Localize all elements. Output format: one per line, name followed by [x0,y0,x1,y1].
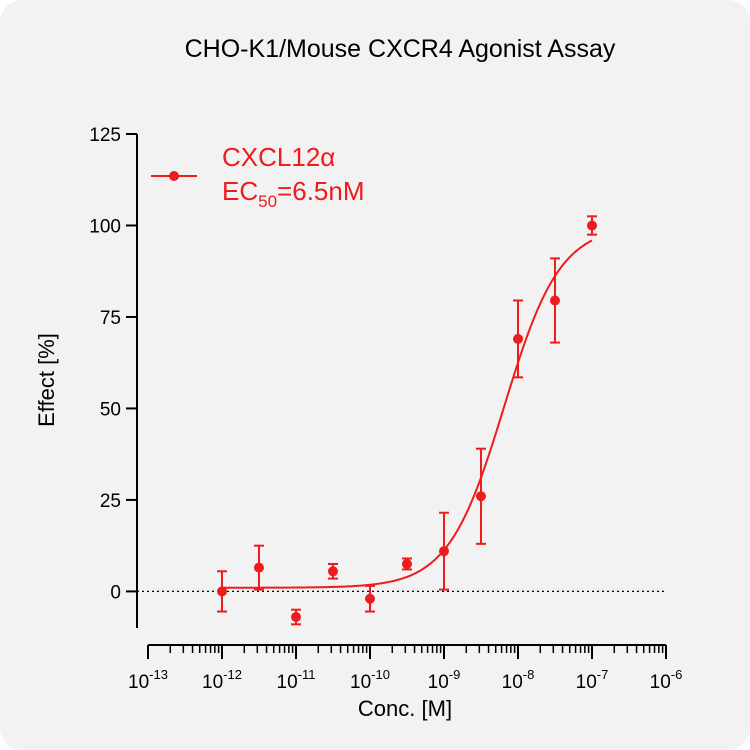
data-points-layer [217,215,597,626]
fit-curve [222,239,593,589]
data-point [475,447,486,545]
x-tick-label: 10-6 [650,667,683,693]
legend-marker [169,171,179,181]
fit-curve-layer [222,239,593,589]
data-marker [401,558,412,569]
ec50-prefix: EC [222,176,258,206]
chart-title: CHO-K1/Mouse CXCR4 Agonist Assay [185,35,616,63]
x-tick-label: 10-7 [576,667,609,693]
legend-ec50-annotation: EC50=6.5nM [222,176,365,211]
x-axis-title: Conc. [M] [358,696,452,721]
y-tick-label: 50 [100,399,121,420]
data-marker [587,220,597,231]
legend-series-name: CXCL12α [222,142,335,172]
x-tick-labels: 10-13 10-12 10-11 10-10 10-9 10-8 10-7 10-6 [128,667,682,693]
data-marker [365,593,375,604]
data-marker [217,586,227,597]
data-point [549,257,560,344]
data-point [327,562,338,580]
data-point [439,511,449,591]
y-tick-labels: 0 25 50 75 100 125 [89,125,121,603]
data-marker [253,562,264,573]
x-tick-label: 10-12 [202,667,242,693]
data-marker [475,491,486,502]
data-point [401,557,412,571]
data-marker [513,333,523,344]
data-point [253,544,264,591]
data-marker [291,612,301,623]
legend: CXCL12α EC50=6.5nM [151,142,365,211]
data-point [365,584,375,613]
axes [126,133,667,659]
data-marker [439,546,449,557]
y-tick-label: 100 [89,216,121,237]
x-tick-label: 10-9 [428,667,461,693]
x-tick-label: 10-13 [128,667,168,693]
x-tick-label: 10-8 [502,667,535,693]
x-tick-label: 10-10 [350,667,390,693]
x-tick-label: 10-11 [277,667,316,693]
ec50-subscript: 50 [258,192,277,211]
data-point [587,215,597,236]
y-tick-label: 75 [100,308,121,329]
y-tick-label: 25 [100,491,121,512]
data-point [513,299,523,379]
y-tick-label: 0 [110,582,121,603]
y-tick-label: 125 [89,125,121,146]
data-point [217,570,227,613]
y-axis-title: Effect [%] [34,333,59,427]
data-marker [549,295,560,306]
data-marker [327,566,338,577]
data-point [291,608,301,626]
ec50-value: =6.5nM [277,176,364,206]
